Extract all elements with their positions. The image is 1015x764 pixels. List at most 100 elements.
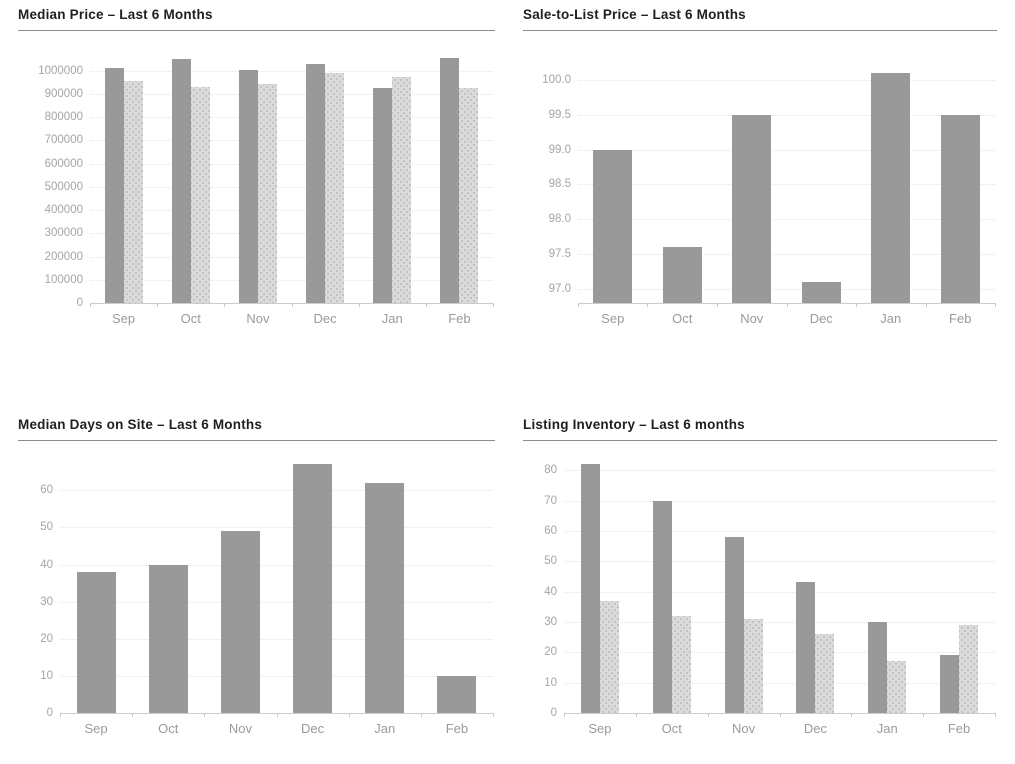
gridline — [564, 621, 995, 623]
bar — [796, 582, 816, 713]
category-slot — [717, 45, 787, 303]
gridline — [564, 591, 995, 593]
bar-slots — [60, 455, 493, 713]
x-axis-tick-mark — [358, 303, 360, 307]
y-tick-label: 99.0 — [548, 143, 571, 156]
bar — [293, 464, 333, 713]
gridline — [90, 117, 493, 119]
plot-region — [564, 455, 996, 717]
gridline — [60, 527, 493, 529]
x-tick-label: Oct — [180, 310, 201, 326]
bar — [871, 72, 911, 303]
bar — [190, 86, 210, 303]
x-tick-label: Oct — [672, 310, 693, 326]
gridline — [90, 70, 493, 72]
category-slot — [636, 455, 708, 713]
y-tick-label: 70 — [544, 494, 557, 507]
bar — [652, 500, 672, 713]
y-tick-label: 60 — [544, 524, 557, 537]
gridline — [578, 79, 995, 81]
category-slot — [277, 455, 349, 713]
y-tick-label: 20 — [544, 646, 557, 659]
bar — [801, 282, 841, 303]
y-tick-label: 900000 — [44, 87, 83, 100]
y-tick-label: 30 — [40, 595, 53, 608]
gridline — [90, 163, 493, 165]
bar — [440, 57, 460, 303]
x-axis-labels: Sep Oct Nov Dec Jan Feb — [578, 303, 995, 333]
x-axis-tick-mark — [716, 303, 718, 307]
x-tick-label: Sep — [84, 720, 108, 736]
gridline — [578, 114, 995, 116]
bar — [724, 536, 744, 713]
category-slot — [157, 45, 224, 303]
y-tick-label: 800000 — [44, 111, 83, 124]
y-axis-labels: 97.0 97.5 98.0 98.5 99.0 99.5 100.0 — [523, 45, 578, 303]
bar — [887, 661, 907, 713]
x-tick-label: Sep — [588, 720, 612, 736]
y-tick-label: 100000 — [44, 273, 83, 286]
y-axis-labels: 0 100000 200000 300000 400000 500000 600000 700… — [18, 45, 90, 309]
y-tick-label: 30 — [544, 615, 557, 628]
bar-slots — [564, 455, 995, 713]
chart-plot-area: 0 10 20 30 40 50 60 Sep Oct Nov Dec Jan Feb — [18, 455, 495, 743]
bar — [599, 600, 619, 713]
chart-title: Median Days on Site – Last 6 Months — [18, 416, 495, 441]
y-tick-label: 300000 — [44, 227, 83, 240]
x-axis-tick-mark — [204, 713, 206, 717]
gridline — [578, 219, 995, 221]
gridline — [578, 149, 995, 151]
category-slot — [426, 45, 493, 303]
x-axis-tick-mark — [779, 713, 781, 717]
x-tick-label: Dec — [301, 720, 325, 736]
x-axis-tick-mark — [60, 713, 61, 717]
x-tick-label: Feb — [445, 720, 469, 736]
x-axis-tick-mark — [157, 303, 159, 307]
category-slot — [132, 455, 204, 713]
x-axis-labels: Sep Oct Nov Dec Jan Feb — [564, 713, 995, 743]
y-tick-label: 700000 — [44, 134, 83, 147]
bar — [325, 72, 345, 303]
gridline — [90, 140, 493, 142]
x-axis-tick-mark — [493, 713, 494, 717]
y-axis-labels: 0 10 20 30 40 50 60 70 80 — [523, 455, 564, 719]
category-slot — [926, 45, 996, 303]
bar — [459, 88, 479, 303]
x-tick-label: Jan — [876, 720, 898, 736]
x-tick-label: Nov — [246, 310, 270, 326]
x-tick-label: Feb — [448, 310, 471, 326]
category-slot — [60, 455, 132, 713]
category-slot — [349, 455, 421, 713]
y-tick-label: 80 — [544, 464, 557, 477]
x-axis-tick-mark — [90, 303, 91, 307]
y-tick-label: 0 — [46, 707, 53, 719]
category-slot — [564, 455, 636, 713]
x-axis-tick-mark — [348, 713, 350, 717]
x-axis-tick-mark — [851, 713, 853, 717]
x-tick-label: Feb — [949, 310, 972, 326]
plot-region — [60, 455, 494, 717]
x-tick-label: Dec — [803, 720, 827, 736]
x-axis-tick-mark — [707, 713, 709, 717]
bar — [743, 618, 763, 713]
y-tick-label: 10 — [40, 669, 53, 682]
gridline — [564, 682, 995, 684]
chart-panel-median-price: Median Price – Last 6 Months 0 100000 2000… — [18, 6, 495, 333]
x-axis-tick-mark — [635, 713, 637, 717]
category-slot — [578, 45, 648, 303]
y-tick-label: 0 — [76, 297, 83, 309]
gridline — [60, 490, 493, 492]
x-axis-tick-mark — [855, 303, 857, 307]
category-slot — [421, 455, 493, 713]
bar — [815, 634, 835, 713]
chart-title: Median Price – Last 6 Months — [18, 6, 495, 31]
y-tick-label: 100.0 — [542, 73, 571, 86]
y-tick-label: 0 — [550, 707, 557, 719]
y-tick-label: 97.5 — [548, 248, 571, 261]
chart-panel-listing-inventory: Listing Inventory – Last 6 months 0 10 20 3… — [523, 416, 997, 743]
bar — [257, 83, 277, 303]
bar — [671, 615, 691, 713]
category-slot — [90, 45, 157, 303]
bar — [148, 564, 188, 713]
bar — [868, 621, 888, 713]
